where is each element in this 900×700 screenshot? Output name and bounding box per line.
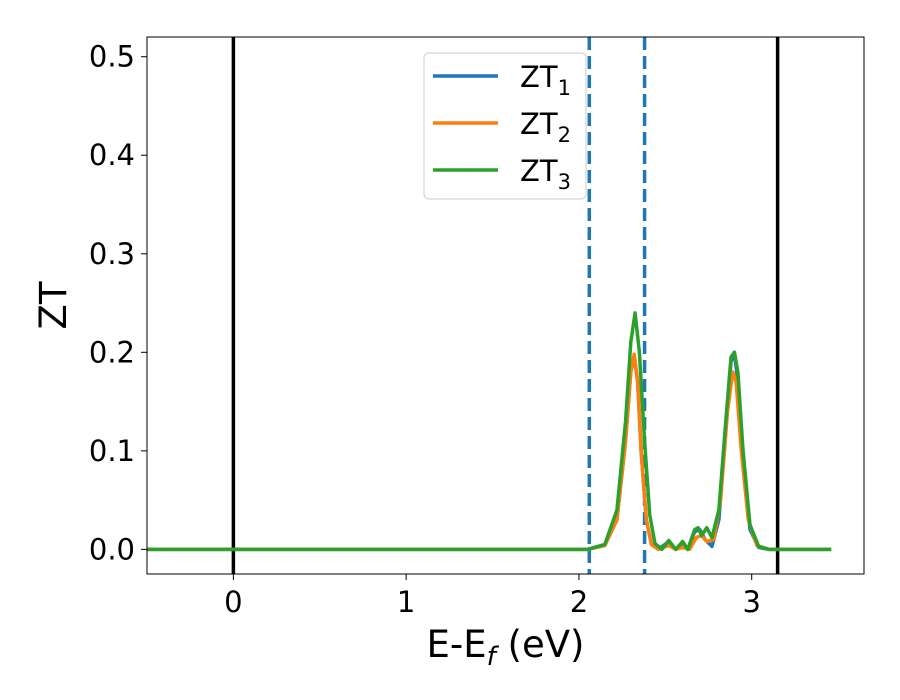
y-tick-label-5: 0.5 [89, 40, 135, 74]
x-tick-label-3: 3 [742, 585, 760, 619]
legend-label-zt1: ZT1 [520, 60, 571, 100]
legend-box [423, 52, 587, 200]
y-tick-label-2: 0.2 [89, 335, 135, 369]
x-axis-label-unit: (eV) [496, 623, 585, 666]
y-tick-label-3: 0.3 [89, 237, 135, 271]
plot-frame [146, 36, 865, 575]
y-axis-label: ZT [32, 281, 75, 329]
legend: ZT1 ZT2 ZT3 [423, 52, 587, 200]
series-layer [147, 311, 832, 552]
x-axis-ticks: 0 1 2 3 [224, 574, 761, 619]
x-axis-label: E-Ef (eV) [427, 623, 585, 672]
x-tick-label-2: 2 [570, 585, 588, 619]
y-tick-label-4: 0.4 [89, 138, 135, 172]
y-tick-label-0: 0.0 [89, 532, 135, 566]
y-axis-ticks: 0.0 0.1 0.2 0.3 0.4 0.5 [89, 40, 147, 566]
x-tick-label-0: 0 [224, 585, 242, 619]
legend-label-zt3: ZT3 [520, 154, 571, 194]
legend-label-zt2: ZT2 [520, 107, 571, 147]
y-tick-label-1: 0.1 [89, 434, 135, 468]
x-axis-label-main: E-E [427, 623, 487, 666]
x-tick-label-1: 1 [397, 585, 415, 619]
series-line-zt3 [147, 311, 832, 552]
